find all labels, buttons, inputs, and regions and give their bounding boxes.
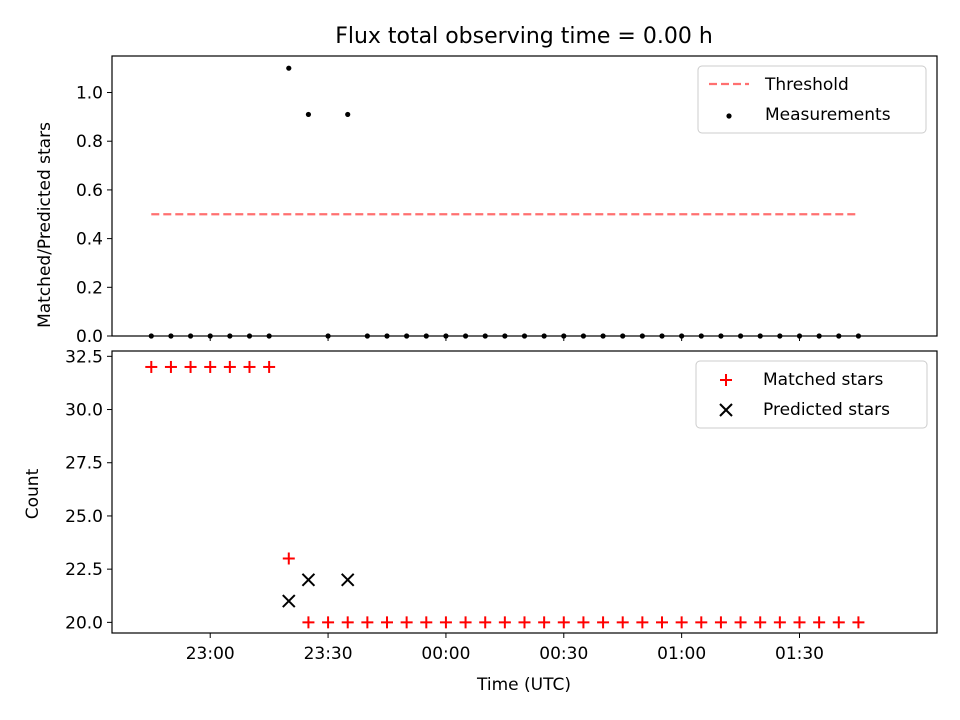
- matched-star-point: [302, 616, 315, 629]
- matched-star-point: [381, 616, 393, 629]
- matched-star-point: [184, 360, 197, 373]
- matched-star-point: [439, 616, 452, 629]
- matched-star-point: [577, 616, 590, 629]
- matched-star-point: [675, 616, 688, 629]
- x-tick-label: 00:00: [421, 644, 470, 664]
- matched-star-point: [656, 616, 668, 629]
- matched-star-point: [636, 616, 649, 629]
- matched-star-point: [223, 360, 236, 373]
- matched-star-point: [420, 616, 433, 629]
- matched-star-point: [204, 360, 217, 373]
- y-tick-label: 22.5: [65, 560, 103, 580]
- matched-star-point: [459, 616, 472, 629]
- matched-star-point: [145, 360, 158, 373]
- y-tick-label: 32.5: [65, 347, 103, 367]
- legend-matched-label: Matched stars: [763, 370, 883, 390]
- matched-star-point: [518, 616, 531, 629]
- y-tick-label: 1.0: [76, 84, 103, 104]
- x-tick-label: 00:30: [539, 644, 588, 664]
- matched-star-point: [597, 616, 610, 629]
- y-tick-label: 0.4: [76, 230, 103, 250]
- matched-star-point: [164, 360, 177, 373]
- y-tick-label: 0.2: [76, 278, 103, 298]
- bottom-y-axis-label: Count: [23, 468, 43, 519]
- measurement-point: [305, 111, 312, 118]
- matched-star-point: [852, 616, 865, 629]
- measurement-point: [345, 111, 351, 118]
- x-axis-label: Time (UTC): [476, 675, 571, 695]
- legend-measurements-label: Measurements: [765, 105, 891, 125]
- top-panel: Flux total observing time = 0.00 h Match…: [35, 24, 938, 347]
- matched-star-point: [263, 360, 276, 373]
- predicted-star-point: [282, 594, 296, 608]
- y-tick-label: 30.0: [65, 401, 103, 421]
- matched-star-point: [282, 552, 295, 565]
- y-tick-label: 25.0: [65, 507, 103, 527]
- matched-star-point: [832, 616, 845, 629]
- y-tick-label: 20.0: [65, 613, 103, 633]
- top-legend-box: [697, 65, 927, 134]
- matched-star-point: [341, 616, 354, 629]
- matched-star-point: [734, 616, 747, 629]
- matched-star-point: [773, 616, 786, 629]
- chart-title: Flux total observing time = 0.00 h: [335, 24, 713, 49]
- matched-star-point: [538, 616, 551, 629]
- matched-star-point: [714, 616, 727, 629]
- bottom-legend-box: [695, 360, 928, 429]
- bottom-x-ticks: 23:00 23:30 00:00 00:30 01:00 01:30: [186, 633, 824, 664]
- predicted-star-point: [341, 573, 355, 587]
- legend-predicted-label: Predicted stars: [763, 400, 890, 420]
- bottom-panel: Count Time (UTC) 20.0 22.5 25.0 27.5 30.0 32.…: [23, 347, 938, 695]
- y-tick-label: 0.6: [76, 181, 103, 201]
- matched-star-point: [243, 360, 256, 373]
- matched-star-point: [793, 616, 806, 629]
- top-plot-frame: [111, 55, 938, 337]
- legend-threshold-label: Threshold: [764, 75, 849, 95]
- y-tick-label: 0.8: [76, 132, 103, 152]
- top-legend: Threshold Measurements: [697, 65, 927, 134]
- legend-measurements-swatch: [726, 113, 732, 119]
- matched-star-point: [616, 616, 629, 629]
- bottom-plot-marks: [145, 360, 865, 629]
- matched-star-point: [479, 616, 492, 629]
- y-tick-label: 27.5: [65, 454, 103, 474]
- matched-star-point: [361, 616, 374, 629]
- bottom-plot-frame: [111, 350, 938, 634]
- matched-star-point: [754, 616, 767, 629]
- legend-predicted-swatch: [719, 403, 733, 417]
- top-y-axis-label: Matched/Predicted stars: [35, 122, 55, 328]
- bottom-y-ticks: 20.0 22.5 25.0 27.5 30.0 32.5: [65, 347, 112, 633]
- x-tick-label: 01:30: [775, 644, 824, 664]
- matched-star-point: [557, 616, 570, 629]
- matched-star-point: [400, 616, 413, 629]
- legend-matched-swatch: [720, 374, 732, 386]
- y-tick-label: 0.0: [76, 327, 103, 347]
- matched-star-point: [695, 616, 708, 629]
- x-tick-label: 23:30: [304, 644, 353, 664]
- matched-star-point: [498, 616, 511, 629]
- x-tick-label: 23:00: [186, 644, 235, 664]
- bottom-legend: Matched stars Predicted stars: [695, 360, 928, 429]
- measurement-point: [286, 65, 292, 71]
- top-y-ticks: 0.0 0.2 0.4 0.6 0.8 1.0: [76, 84, 112, 347]
- matched-star-point: [322, 616, 335, 629]
- predicted-star-point: [301, 573, 316, 587]
- matched-star-point: [813, 616, 826, 629]
- x-tick-label: 01:00: [657, 644, 706, 664]
